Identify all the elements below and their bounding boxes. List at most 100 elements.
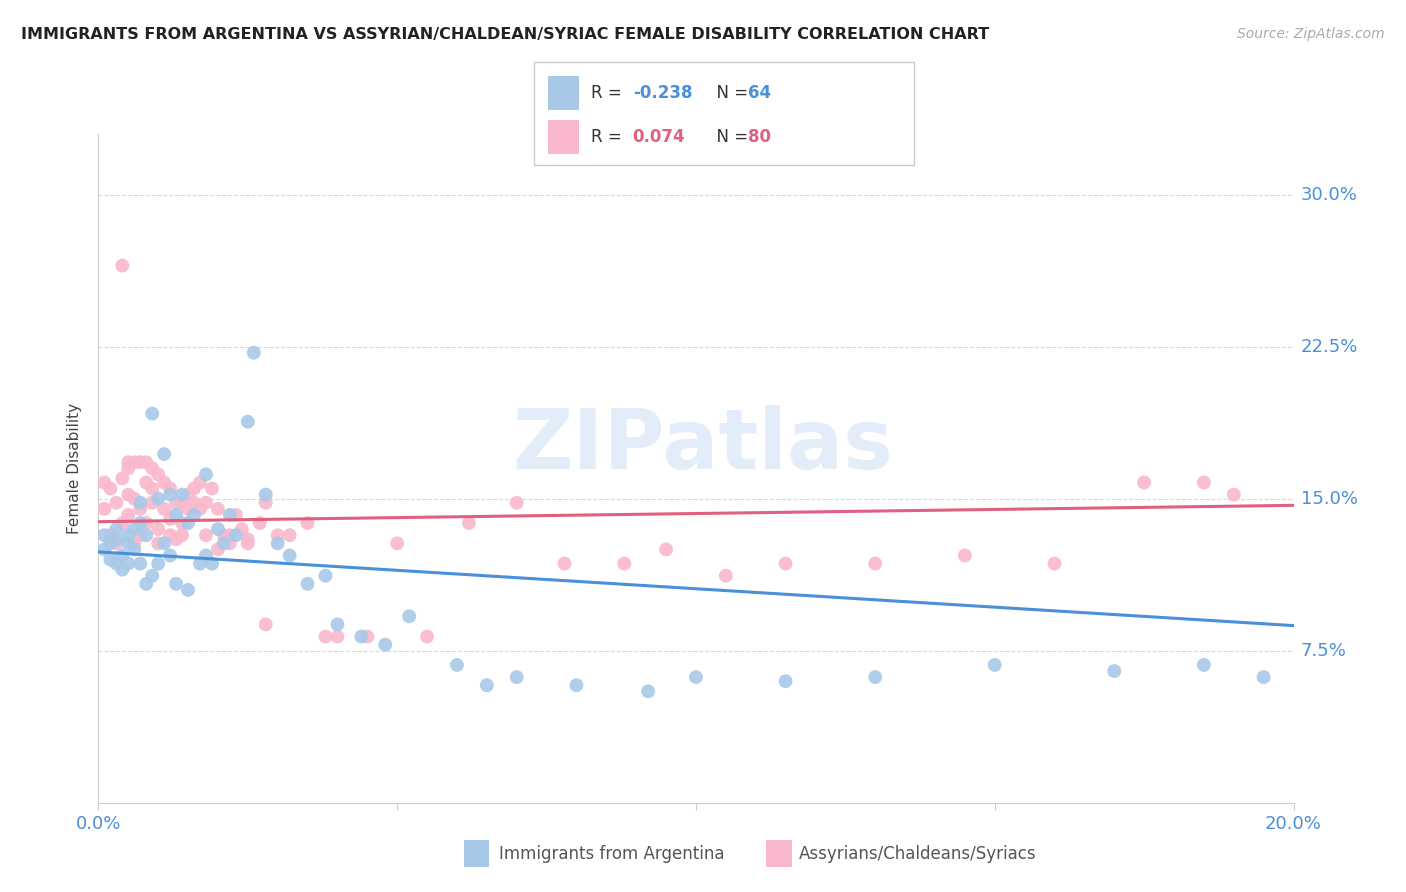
Point [159, 549, 181, 563]
Point [398, 609, 420, 624]
Point [124, 522, 146, 536]
Point [165, 577, 187, 591]
Point [953, 549, 976, 563]
Point [297, 516, 319, 530]
Point [254, 488, 277, 502]
Point [135, 528, 157, 542]
Point [254, 496, 277, 510]
Text: ZIPatlas: ZIPatlas [513, 406, 893, 486]
Text: 0.074: 0.074 [633, 128, 685, 146]
Point [1253, 670, 1275, 684]
Point [93, 501, 115, 516]
Point [172, 488, 194, 502]
Point [249, 516, 271, 530]
Point [165, 508, 187, 522]
Point [183, 496, 205, 510]
Point [188, 501, 211, 516]
Point [117, 557, 139, 571]
Point [326, 617, 349, 632]
Point [385, 536, 409, 550]
Text: 22.5%: 22.5% [1301, 338, 1358, 356]
Point [374, 638, 396, 652]
Text: 15.0%: 15.0% [1301, 490, 1358, 508]
Text: R =: R = [591, 84, 627, 102]
Point [129, 496, 152, 510]
Point [416, 630, 439, 644]
Point [775, 557, 797, 571]
Point [194, 467, 218, 482]
Point [98, 536, 122, 550]
Point [236, 415, 259, 429]
Point [93, 475, 115, 490]
Point [446, 657, 468, 672]
Point [117, 488, 139, 502]
Point [111, 563, 134, 577]
Text: IMMIGRANTS FROM ARGENTINA VS ASSYRIAN/CHALDEAN/SYRIAC FEMALE DISABILITY CORRELAT: IMMIGRANTS FROM ARGENTINA VS ASSYRIAN/CH… [21, 27, 990, 42]
Point [141, 407, 163, 421]
Point [236, 533, 259, 547]
Point [267, 528, 290, 542]
Point [153, 501, 176, 516]
Point [124, 455, 146, 469]
Point [183, 508, 205, 522]
Point [159, 512, 181, 526]
Y-axis label: Female Disability: Female Disability [67, 402, 83, 534]
Text: Assyrians/Chaldeans/Syriacs: Assyrians/Chaldeans/Syriacs [799, 845, 1036, 863]
Point [111, 471, 134, 485]
Point [172, 528, 194, 542]
Point [201, 557, 224, 571]
Point [98, 528, 122, 542]
Text: Immigrants from Argentina: Immigrants from Argentina [499, 845, 724, 863]
Point [1223, 488, 1246, 502]
Point [177, 516, 200, 530]
Point [194, 528, 218, 542]
Point [506, 670, 529, 684]
Point [117, 508, 139, 522]
Point [243, 345, 266, 359]
Point [165, 533, 187, 547]
Point [219, 528, 242, 542]
Point [356, 630, 378, 644]
Point [207, 522, 229, 536]
Point [475, 678, 498, 692]
Point [506, 496, 529, 510]
Point [983, 657, 1005, 672]
Point [148, 467, 170, 482]
Point [141, 496, 163, 510]
Point [135, 455, 157, 469]
Point [278, 528, 301, 542]
Text: 80: 80 [748, 128, 770, 146]
Point [148, 522, 170, 536]
Point [148, 536, 170, 550]
Point [1192, 657, 1215, 672]
Point [117, 461, 139, 475]
Point [105, 496, 128, 510]
Point [554, 557, 576, 571]
Text: Source: ZipAtlas.com: Source: ZipAtlas.com [1237, 27, 1385, 41]
Point [124, 542, 146, 557]
Point [225, 528, 247, 542]
Point [165, 496, 187, 510]
Point [1192, 475, 1215, 490]
Point [117, 455, 139, 469]
Point [98, 482, 122, 496]
Point [1133, 475, 1156, 490]
Point [93, 528, 115, 542]
Point [129, 557, 152, 571]
Point [111, 549, 134, 563]
Point [613, 557, 636, 571]
Point [458, 516, 481, 530]
Point [135, 577, 157, 591]
Point [105, 557, 128, 571]
Point [685, 670, 707, 684]
Point [177, 582, 200, 597]
Point [153, 475, 176, 490]
Point [172, 516, 194, 530]
Point [105, 533, 128, 547]
Point [212, 536, 235, 550]
Text: 64: 64 [748, 84, 770, 102]
Point [159, 482, 181, 496]
Point [111, 516, 134, 530]
Point [194, 549, 218, 563]
Point [105, 536, 128, 550]
